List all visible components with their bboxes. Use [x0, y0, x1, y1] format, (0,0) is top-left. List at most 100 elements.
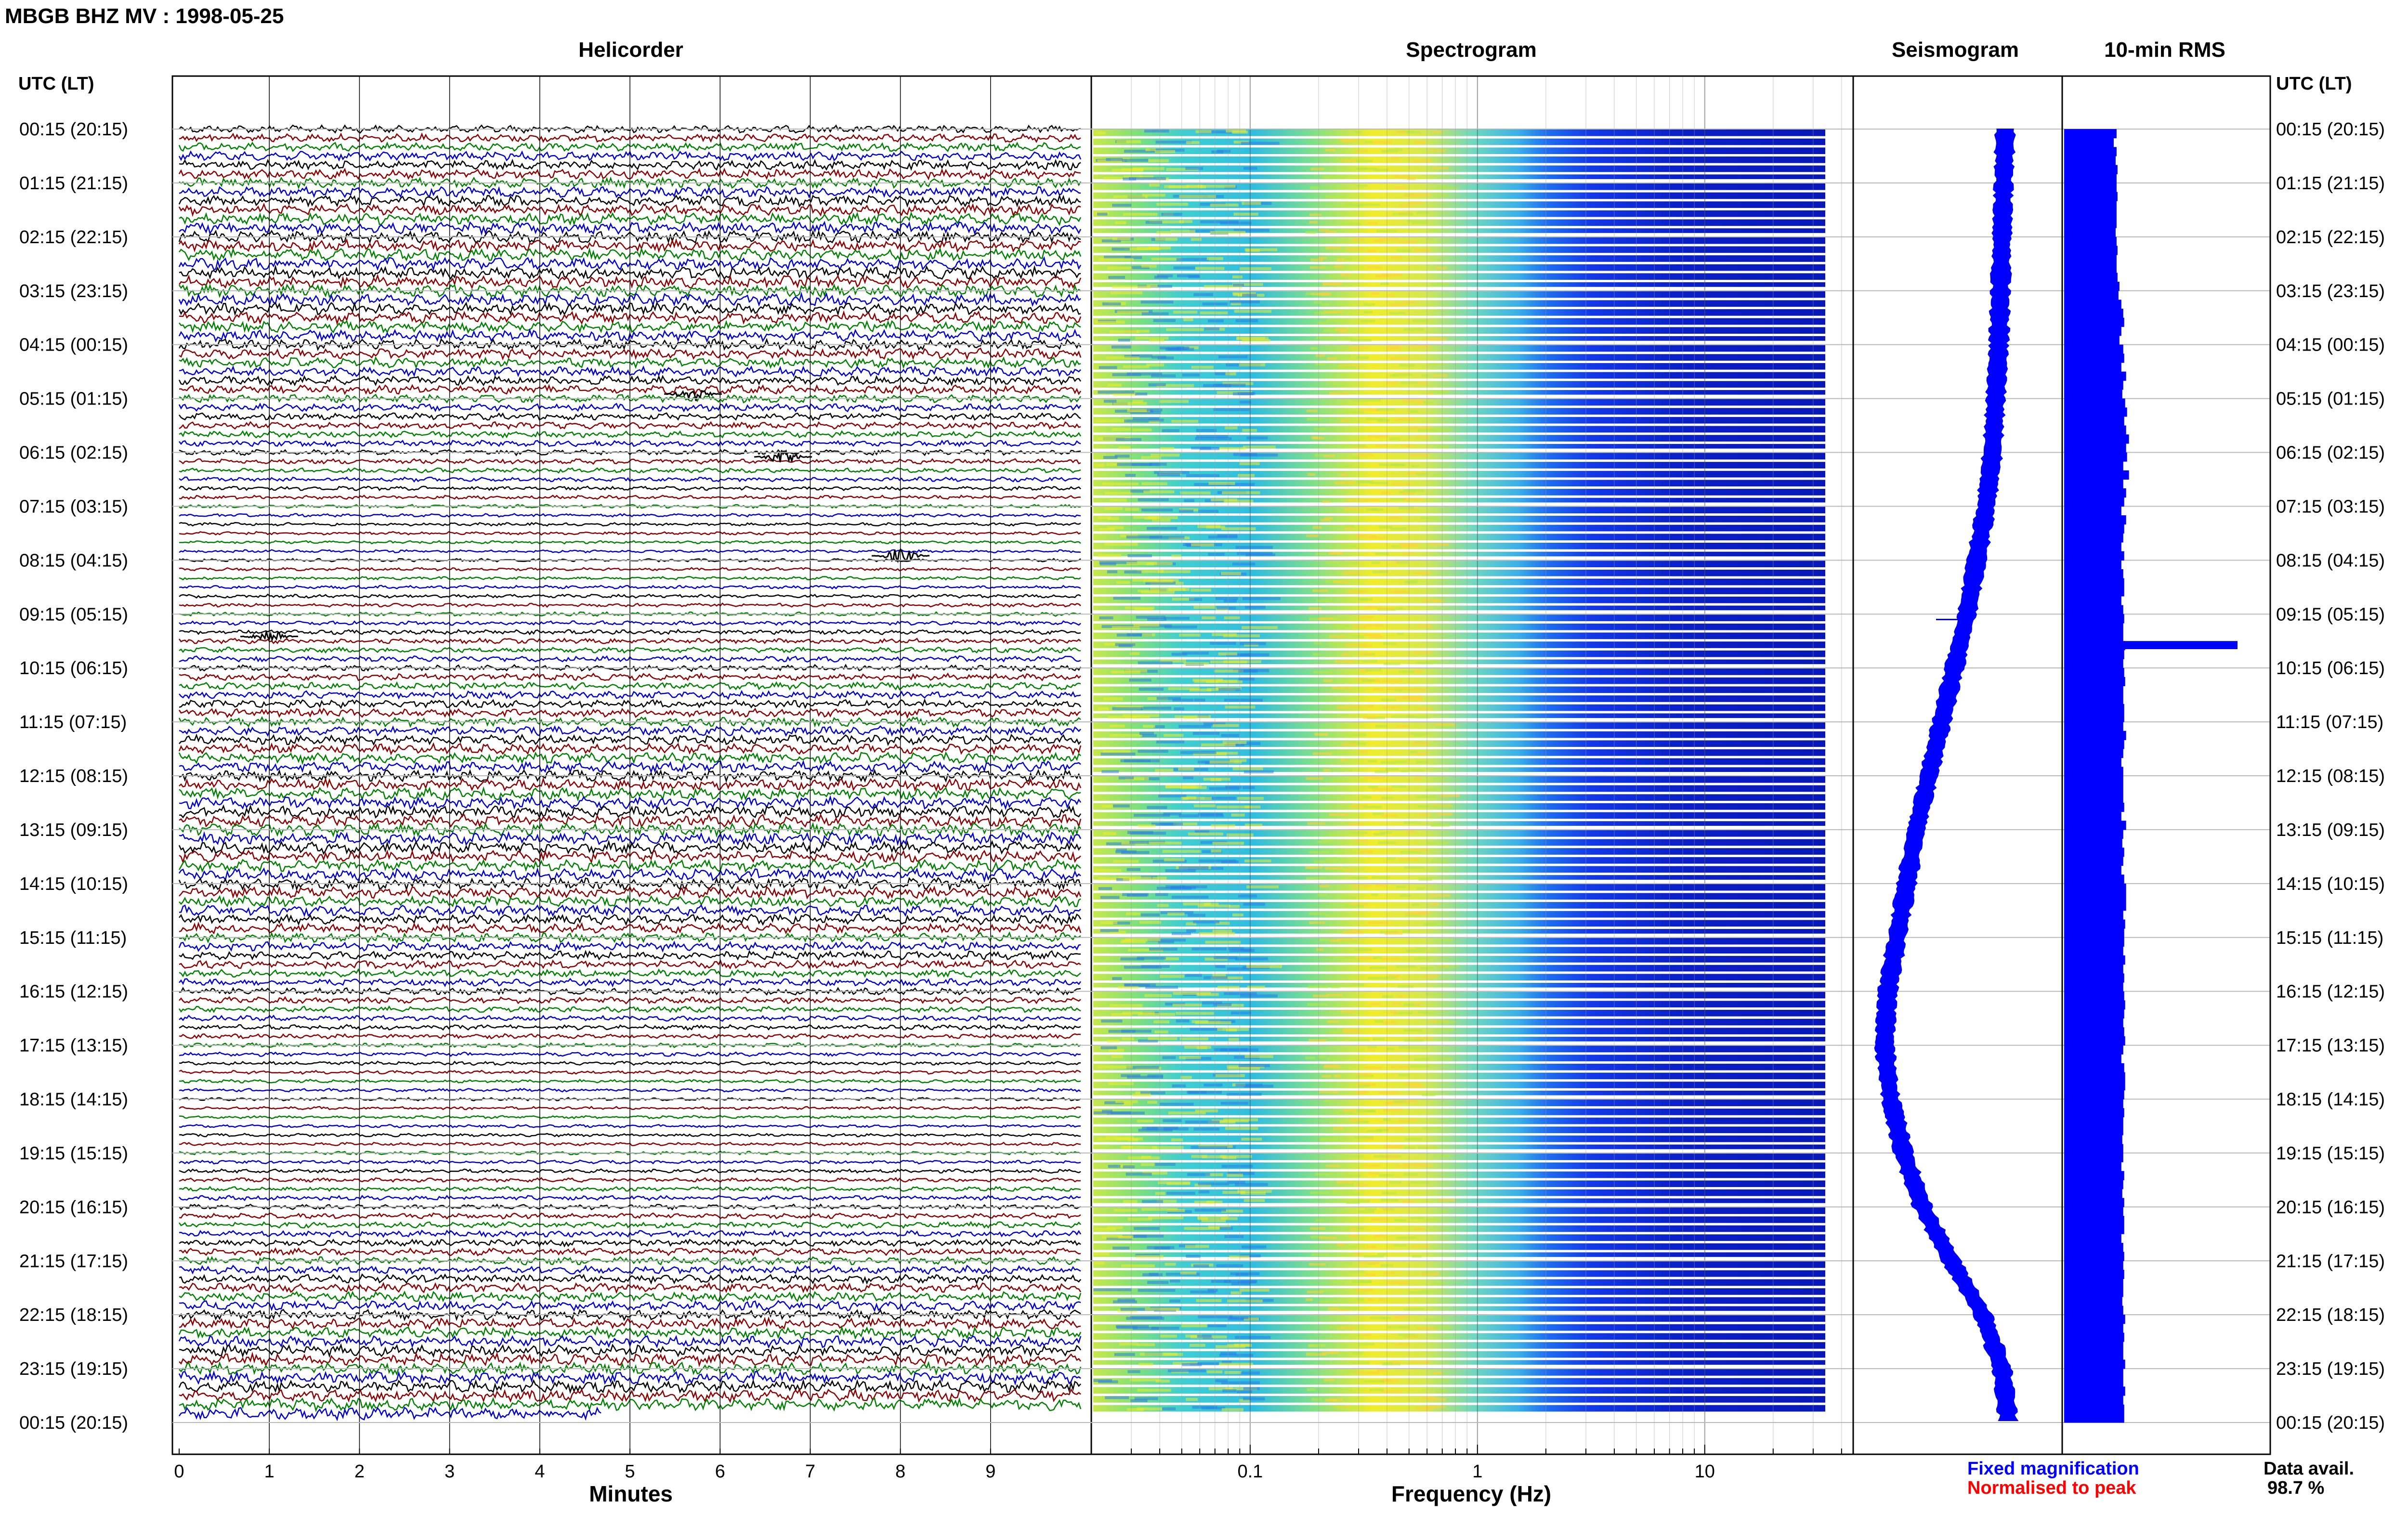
spectrogram-texture — [1163, 812, 1182, 816]
spectrogram-texture — [1223, 1118, 1258, 1122]
spectrogram-texture — [1412, 742, 1429, 745]
spectrogram-texture — [1438, 445, 1449, 448]
spectrogram-texture — [1329, 1325, 1341, 1329]
spectrogram-texture — [1213, 724, 1239, 727]
spectrogram-texture — [1396, 965, 1416, 968]
spectrogram-texture — [1391, 157, 1400, 160]
spectrogram-texture — [1235, 957, 1268, 961]
spectrogram-texture — [1207, 1324, 1227, 1328]
spectrogram-texture — [1320, 519, 1331, 522]
spectrogram-texture — [1141, 590, 1175, 594]
spectrogram-texture — [1437, 186, 1458, 190]
spectrogram-strip — [1093, 920, 1825, 927]
spectrogram-texture — [1226, 483, 1255, 486]
spectrogram-texture — [1376, 408, 1396, 411]
x-tick-label: 9 — [985, 1462, 995, 1482]
spectrogram-texture — [1214, 1048, 1248, 1051]
spectrogram-texture — [1384, 932, 1403, 935]
spectrogram-texture — [1400, 545, 1419, 548]
spectrogram-texture — [1180, 786, 1207, 789]
rms-bar — [2064, 1063, 2124, 1073]
spectrogram-texture — [1190, 1362, 1219, 1366]
spectrogram-texture — [1191, 365, 1214, 369]
spectrogram-texture — [1356, 454, 1374, 457]
spectrogram-strip — [1093, 848, 1825, 855]
spectrogram-texture — [1135, 392, 1148, 396]
spectrogram-texture — [1232, 131, 1248, 134]
spectrogram-texture — [1217, 986, 1240, 989]
spectrogram-texture — [1425, 788, 1441, 791]
spectrogram-texture — [1361, 319, 1375, 323]
spectrogram-texture — [1327, 381, 1338, 384]
spectrogram-texture — [1364, 776, 1385, 780]
spectrogram-texture — [1222, 741, 1247, 744]
spectrogram-texture — [1407, 471, 1424, 475]
spectrogram-strip — [1093, 417, 1825, 424]
spectrogram-texture — [1099, 616, 1113, 620]
spectrogram-texture — [1227, 1067, 1260, 1070]
spectrogram-texture — [1215, 752, 1238, 755]
spectrogram-texture — [1309, 617, 1323, 621]
spectrogram-strip — [1093, 1189, 1825, 1196]
spectrogram-texture — [1318, 617, 1339, 620]
spectrogram-texture — [1138, 824, 1156, 828]
spectrogram-texture — [1374, 1020, 1384, 1023]
spectrogram-strip — [1093, 489, 1825, 496]
spectrogram-texture — [1108, 1164, 1121, 1168]
spectrogram-texture — [1317, 293, 1329, 296]
spectrogram-texture — [1218, 652, 1237, 655]
spectrogram-texture — [1420, 1397, 1436, 1400]
spectrogram-texture — [1367, 1109, 1376, 1113]
spectrogram-texture — [1142, 1200, 1164, 1203]
time-label-left: 23:15 (19:15) — [19, 1359, 128, 1379]
spectrogram-texture — [1242, 429, 1257, 432]
rms-bar — [2064, 919, 2125, 929]
left-time-axis: 00:15 (20:15)01:15 (21:15)02:15 (22:15)0… — [19, 119, 128, 1433]
spectrogram-texture — [1125, 1173, 1152, 1176]
spectrogram-texture — [1309, 266, 1325, 269]
spectrogram-texture — [1361, 669, 1368, 673]
spectrogram-strip — [1093, 273, 1825, 280]
spectrogram-texture — [1310, 168, 1324, 170]
spectrogram-texture — [1393, 1011, 1413, 1015]
spectrogram-texture — [1166, 168, 1199, 171]
spectrogram-texture — [1141, 456, 1161, 459]
spectrogram-texture — [1140, 1091, 1165, 1095]
spectrogram-texture — [1095, 419, 1127, 422]
spectrogram-texture — [1099, 528, 1115, 531]
spectrogram-texture — [1227, 1093, 1262, 1096]
spectrogram-texture — [1232, 392, 1254, 395]
spectrogram-texture — [1437, 1021, 1455, 1024]
spectrogram-texture — [1222, 382, 1254, 385]
spectrogram-texture — [1106, 463, 1120, 466]
spectrogram-texture — [1188, 832, 1223, 835]
spectrogram-texture — [1351, 805, 1368, 808]
spectrogram-texture — [1218, 688, 1241, 691]
spectrogram-texture — [1221, 1360, 1232, 1364]
spectrogram-strip — [1093, 650, 1825, 657]
rms-bar — [2064, 1072, 2125, 1082]
spectrogram-texture — [1137, 1119, 1154, 1123]
spectrogram-strip — [1093, 758, 1825, 765]
spectrogram-texture — [1339, 940, 1358, 943]
spectrogram-texture — [1372, 570, 1388, 574]
spectrogram-texture — [1436, 392, 1446, 395]
spectrogram-texture — [1144, 777, 1160, 781]
rms-bar — [2064, 865, 2121, 875]
spectrogram-texture — [1120, 957, 1144, 961]
spectrogram-texture — [1156, 1200, 1177, 1203]
spectrogram-texture — [1106, 842, 1135, 846]
helicorder-event — [664, 390, 722, 401]
spectrogram-texture — [1170, 230, 1196, 233]
spectrogram-strip — [1093, 534, 1825, 541]
spectrogram-texture — [1400, 858, 1417, 861]
spectrogram-texture — [1114, 455, 1130, 458]
spectrogram-texture — [1387, 1281, 1408, 1284]
spectrogram-texture — [1349, 1227, 1357, 1231]
spectrogram-strip — [1093, 1405, 1825, 1412]
spectrogram-texture — [1326, 1164, 1340, 1167]
spectrogram-strip — [1093, 731, 1825, 738]
spectrogram-texture — [1387, 345, 1401, 348]
spectrogram-texture — [1148, 1037, 1178, 1040]
spectrogram-texture — [1103, 177, 1123, 180]
